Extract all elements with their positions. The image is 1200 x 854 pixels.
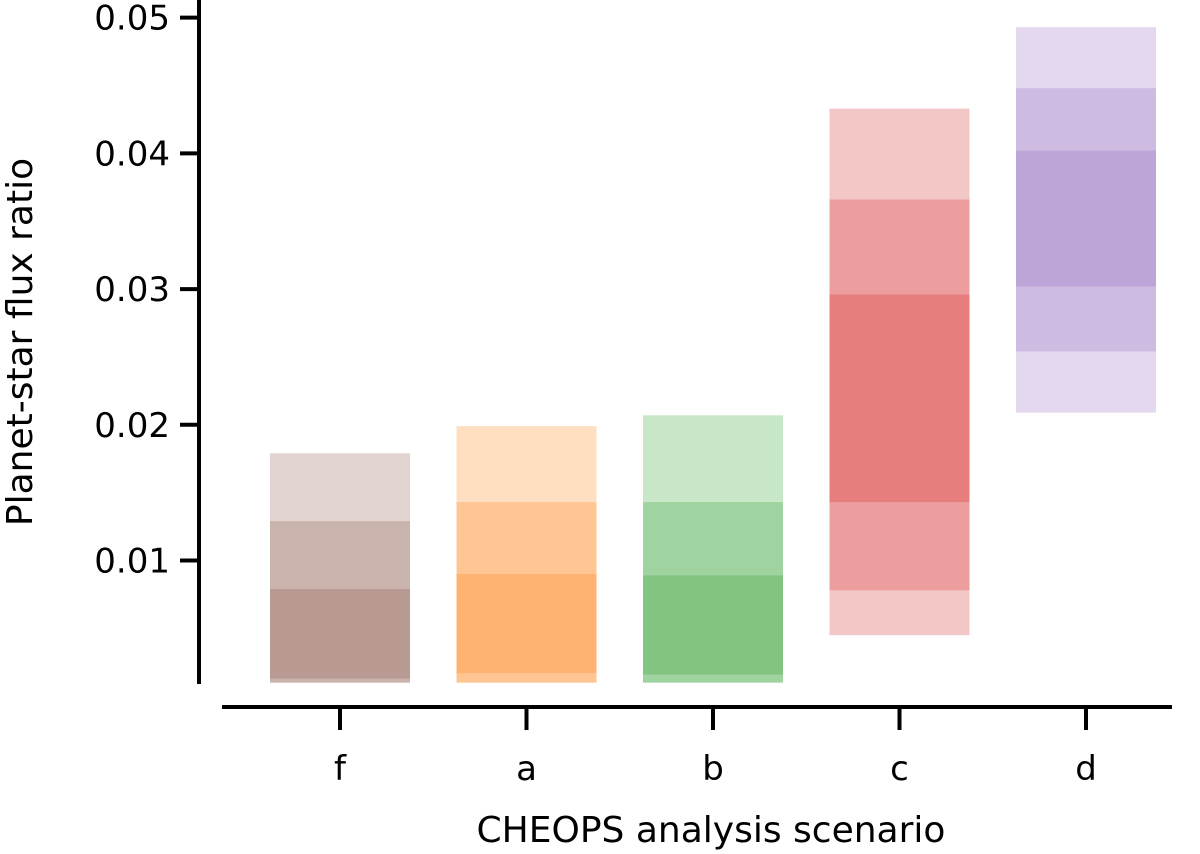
- band-a-1sigma: [456, 574, 597, 674]
- band-b-1sigma: [643, 575, 783, 675]
- x-axis-title: CHEOPS analysis scenario: [477, 810, 946, 851]
- band-f-1sigma: [270, 589, 410, 679]
- band-c-1sigma: [829, 294, 970, 503]
- y-tick-label-1: 0.02: [94, 406, 170, 446]
- y-tick-label-4: 0.05: [94, 0, 170, 39]
- band-f-3sigma: [270, 453, 410, 683]
- chart-bands: [270, 27, 1156, 683]
- y-axis-ticks: 0.01 0.02 0.03 0.04 0.05: [94, 0, 199, 582]
- y-tick-label-3: 0.04: [94, 134, 170, 174]
- band-c-3sigma: [829, 108, 970, 636]
- band-d-1sigma: [1016, 150, 1156, 287]
- x-tick-label-a: a: [516, 749, 537, 789]
- x-tick-label-b: b: [702, 749, 724, 789]
- band-d-3sigma: [1016, 27, 1156, 413]
- band-d-2sigma: [1016, 88, 1156, 352]
- x-tick-label-f: f: [334, 749, 347, 789]
- x-tick-label-d: d: [1075, 749, 1097, 789]
- band-a-3sigma: [456, 426, 597, 683]
- y-axis-title: Planet-star flux ratio: [0, 158, 41, 526]
- band-c-2sigma: [829, 199, 970, 591]
- band-b-3sigma: [643, 415, 783, 683]
- band-f-2sigma: [270, 521, 410, 683]
- band-a-2sigma: [456, 502, 597, 683]
- band-b-2sigma: [643, 502, 783, 683]
- y-tick-label-2: 0.03: [94, 270, 170, 310]
- x-tick-label-c: c: [890, 749, 909, 789]
- y-tick-label-0: 0.01: [94, 542, 170, 582]
